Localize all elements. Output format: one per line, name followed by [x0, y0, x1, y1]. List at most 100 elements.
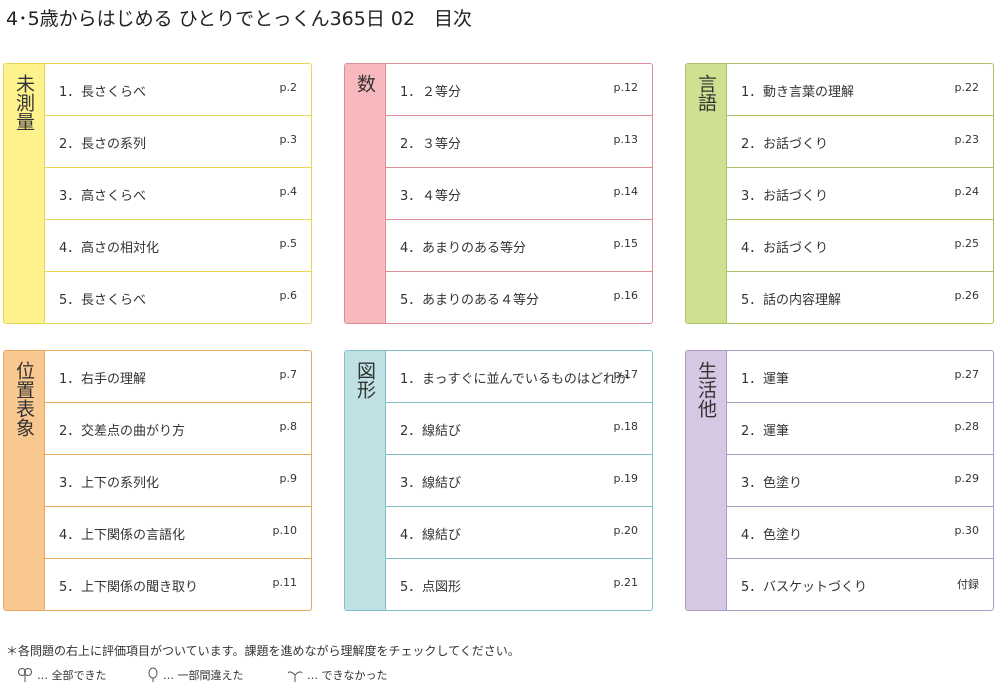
section: 図形 1． まっすぐに並んでいるものはどれか p.17 2． 線結び p.18 3． 線結び p.… — [344, 350, 653, 611]
item-number: 4． — [59, 241, 81, 256]
item-number: 3． — [59, 189, 81, 204]
toc-row: 5． 点図形 p.21 — [386, 559, 652, 610]
item-page: p.22 — [954, 81, 979, 94]
item-page: p.6 — [279, 289, 297, 302]
item-number: 3． — [400, 189, 422, 204]
item-label: お話づくり — [763, 241, 829, 256]
section-label: 位置表象 — [13, 361, 35, 437]
section-tab: 位置表象 — [4, 351, 45, 610]
item-number: 2． — [400, 424, 422, 439]
section-tab: 図形 — [345, 351, 386, 610]
item-label: 線結び — [422, 476, 462, 491]
item-number: 3． — [741, 476, 763, 491]
toc-row: 2． 線結び p.18 — [386, 403, 652, 455]
section-label: 図形 — [354, 361, 376, 399]
item-page: p.29 — [954, 472, 979, 485]
item-page: p.28 — [954, 420, 979, 433]
item-label: 点図形 — [422, 580, 462, 595]
icon — [18, 668, 32, 682]
item-number: 5． — [59, 293, 81, 308]
item-number: 1． — [59, 85, 81, 100]
item-page: p.19 — [613, 472, 638, 485]
item-number: 4． — [400, 528, 422, 543]
item-page: p.5 — [279, 237, 297, 250]
item-label: 話の内容理解 — [763, 293, 842, 308]
item-label: 色塗り — [763, 476, 803, 491]
item-page: p.2 — [279, 81, 297, 94]
item-page: p.8 — [279, 420, 297, 433]
toc-row: 4． 線結び p.20 — [386, 507, 652, 559]
item-label: 上下関係の言語化 — [81, 528, 186, 543]
item-page: p.16 — [613, 289, 638, 302]
item-label: 高さくらべ — [81, 189, 147, 204]
item-page: p.11 — [272, 576, 297, 589]
item-page: p.10 — [272, 524, 297, 537]
item-label: 高さの相対化 — [81, 241, 160, 256]
toc-row: 2． お話づくり p.23 — [727, 116, 993, 168]
item-number: 5． — [741, 293, 763, 308]
item-page: p.27 — [954, 368, 979, 381]
toc-row: 3． 高さくらべ p.4 — [45, 168, 311, 220]
item-page: p.4 — [279, 185, 297, 198]
section: 言語 1． 動き言葉の理解 p.22 2． お話づくり p.23 3． お話づくり p.24 4．お… — [685, 63, 994, 324]
toc-row: 1． 運筆 p.27 — [727, 351, 993, 403]
item-label: 動き言葉の理解 — [763, 85, 855, 100]
item-number: 3． — [741, 189, 763, 204]
toc-row: 3． 線結び p.19 — [386, 455, 652, 507]
toc-row: 4． お話づくり p.25 — [727, 220, 993, 272]
section-tab: 生活他 — [686, 351, 727, 610]
legend-label: … 一部間違えた — [163, 669, 244, 682]
toc-row: 1． まっすぐに並んでいるものはどれか p.17 — [386, 351, 652, 403]
item-label: 長さくらべ — [81, 293, 147, 308]
item-page: 付録 — [957, 578, 979, 591]
item-page: p.21 — [613, 576, 638, 589]
toc-row: 5． 話の内容理解 p.26 — [727, 272, 993, 323]
item-number: 4． — [400, 241, 422, 256]
item-label: 長さくらべ — [81, 85, 147, 100]
toc-row: 1． 長さくらべ p.2 — [45, 64, 311, 116]
item-number: 2． — [59, 137, 81, 152]
item-label: バスケットづくり — [763, 580, 868, 595]
toc-row: 2． 交差点の曲がり方 p.8 — [45, 403, 311, 455]
item-number: 5． — [59, 580, 81, 595]
item-label: ３等分 — [422, 137, 462, 152]
item-label: ４等分 — [422, 189, 462, 204]
item-number: 1． — [400, 85, 422, 100]
item-label: 上下関係の聞き取り — [81, 580, 199, 595]
toc-row: 1． ２等分 p.12 — [386, 64, 652, 116]
item-number: 1． — [59, 372, 81, 387]
legend-label: … 全部できた — [37, 669, 107, 682]
item-page: p.20 — [613, 524, 638, 537]
section-label: 数 — [354, 74, 376, 93]
item-page: p.14 — [613, 185, 638, 198]
section-label: 生活他 — [695, 361, 717, 418]
toc-row: 5． 長さくらべ p.6 — [45, 272, 311, 323]
toc-row: 4． 色塗り p.30 — [727, 507, 993, 559]
toc-row: 2． 長さの系列 p.3 — [45, 116, 311, 168]
item-number: 4． — [741, 528, 763, 543]
note: ＊各問題の右上に評価項目がついています。課題を進めながら理解度をチェックしてくだ… — [6, 644, 520, 658]
section: 未測量 1． 長さくらべ p.2 2． 長さの系列 p.3 3． 高さくらべ p.4 4． 高さの相対… — [3, 63, 312, 324]
item-page: p.26 — [954, 289, 979, 302]
item-number: 1． — [741, 85, 763, 100]
section: 位置表象 1． 右手の理解 p.7 2． 交差点の曲がり方 p.8 3． 上下の系列化 p.9 4．… — [3, 350, 312, 611]
legend-item: … できなかった — [286, 667, 388, 683]
item-page: p.18 — [613, 420, 638, 433]
item-label: 運筆 — [763, 372, 790, 387]
section-tab: 数 — [345, 64, 386, 323]
toc-row: 4． あまりのある等分 p.15 — [386, 220, 652, 272]
item-number: 1． — [400, 372, 422, 387]
title: 4･5歳からはじめる ひとりでとっくん365日 02 目次 — [6, 8, 473, 30]
item-page: p.23 — [954, 133, 979, 146]
toc-row: 1． 右手の理解 p.7 — [45, 351, 311, 403]
section-label: 未測量 — [13, 74, 35, 131]
section: 数 1． ２等分 p.12 2． ３等分 p.13 3． ４等分 p.14 4． あまりのある等分 p.… — [344, 63, 653, 324]
toc-row: 5． バスケットづくり 付録 — [727, 559, 993, 610]
item-number: 3． — [59, 476, 81, 491]
item-label: 色塗り — [763, 528, 803, 543]
item-number: 4． — [59, 528, 81, 543]
toc-row: 1． 動き言葉の理解 p.22 — [727, 64, 993, 116]
item-label: 線結び — [422, 424, 462, 439]
item-page: p.30 — [954, 524, 979, 537]
item-page: p.9 — [279, 472, 297, 485]
